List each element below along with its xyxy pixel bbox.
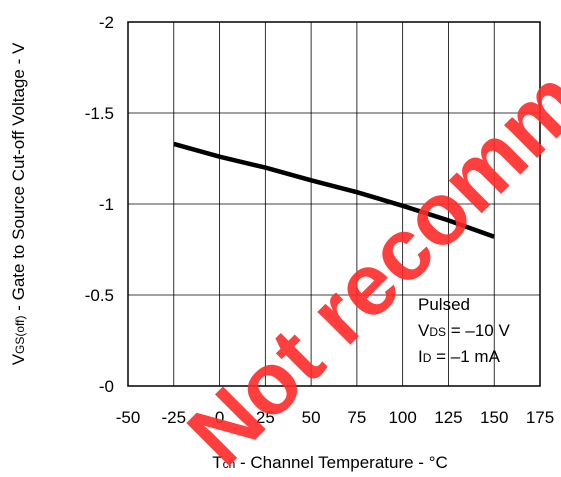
x-tick-label: 0 (215, 408, 224, 427)
annotation-id-sub: D (423, 351, 432, 365)
annotation-id-main: I (418, 347, 423, 366)
series-layer (173, 141, 495, 239)
y-axis-title: VGS(off) - Gate to Source Cut-off Voltag… (9, 42, 28, 365)
x-tick-label: -50 (116, 408, 141, 427)
y-axis-title-rest: - Gate to Source Cut-off Voltage - V (9, 42, 28, 315)
x-tick-label: 75 (347, 408, 366, 427)
x-tick-labels: -50 -25 0 25 50 75 100 125 150 175 (116, 408, 554, 427)
annotation-vds-sub: DS (429, 325, 446, 339)
series-line (173, 141, 495, 239)
annotation-id-rest: = –1 mA (431, 347, 500, 366)
x-axis-title-sub: ch (223, 457, 236, 471)
y-axis-title-sub: GS(off) (13, 315, 27, 353)
plot-frame (127, 21, 541, 387)
x-tick-label: 175 (526, 408, 554, 427)
x-axis-title: Tch - Channel Temperature - °C (212, 453, 448, 472)
x-axis-title-rest: - Channel Temperature - °C (235, 453, 447, 472)
y-tick-label: -2 (99, 13, 114, 32)
annotation-id: ID = –1 mA (418, 347, 501, 366)
y-tick-label: -1 (99, 195, 114, 214)
y-axis-title-main: V (9, 353, 28, 365)
annotation-vds: VDS = –10 V (418, 321, 510, 340)
annotation-vds-main: V (418, 321, 430, 340)
y-tick-label: -1.5 (85, 104, 114, 123)
x-tick-label: 25 (256, 408, 275, 427)
y-tick-labels: -2 -1.5 -1 -0.5 -0 (85, 13, 114, 396)
y-tick-label: -0 (99, 377, 114, 396)
y-tick-label: -0.5 (85, 286, 114, 305)
watermark: Not recommended for new design (168, 0, 561, 477)
x-tick-label: 125 (434, 408, 462, 427)
x-tick-label: 100 (388, 408, 416, 427)
x-tick-label: 150 (480, 408, 508, 427)
annotation-pulsed: Pulsed (418, 295, 470, 314)
x-tick-label: 50 (302, 408, 321, 427)
watermark-text: Not recommended for new design (168, 0, 561, 477)
annotation-vds-rest: = –10 V (446, 321, 510, 340)
x-tick-label: -25 (161, 408, 186, 427)
x-axis-title-main: T (212, 453, 222, 472)
